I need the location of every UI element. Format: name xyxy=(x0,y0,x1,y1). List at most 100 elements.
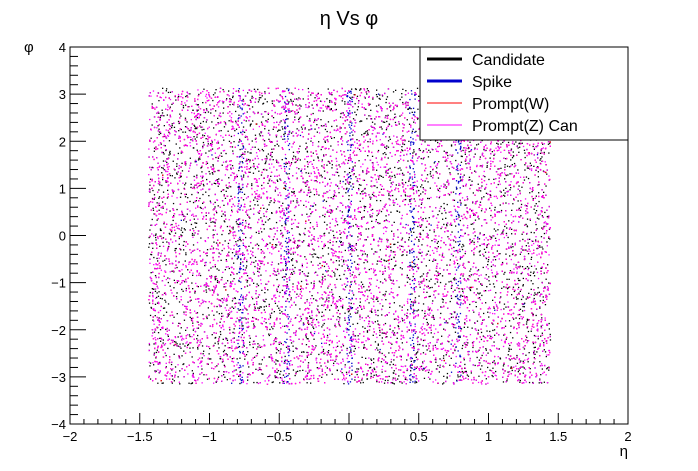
data-point xyxy=(487,259,490,261)
data-point xyxy=(163,307,166,309)
data-point xyxy=(358,148,361,151)
data-point xyxy=(159,337,161,339)
data-point xyxy=(209,173,211,175)
data-point xyxy=(493,341,495,343)
data-point xyxy=(235,221,237,223)
data-point xyxy=(499,302,501,304)
data-point xyxy=(297,244,299,246)
data-point xyxy=(275,337,277,339)
data-point xyxy=(184,117,187,119)
data-point xyxy=(179,343,181,345)
data-point xyxy=(396,337,398,339)
data-point xyxy=(481,197,483,199)
data-point xyxy=(200,167,202,169)
data-point xyxy=(408,329,410,331)
data-point xyxy=(397,241,399,243)
data-point xyxy=(534,346,536,348)
data-point xyxy=(309,118,311,120)
data-point xyxy=(329,242,331,244)
data-point xyxy=(350,302,352,305)
data-point xyxy=(477,269,480,271)
data-point xyxy=(533,275,536,277)
data-point xyxy=(185,252,187,254)
data-point xyxy=(211,141,213,143)
data-point xyxy=(195,127,197,129)
data-point xyxy=(224,376,226,378)
data-point xyxy=(531,191,533,193)
data-point xyxy=(179,332,181,334)
data-point xyxy=(180,327,182,329)
data-point xyxy=(200,207,202,209)
data-point xyxy=(176,266,178,269)
data-point xyxy=(524,156,526,159)
data-point xyxy=(210,112,212,114)
data-point xyxy=(494,275,496,277)
data-point xyxy=(150,307,153,309)
data-point xyxy=(503,308,505,310)
data-point xyxy=(440,205,442,208)
data-point xyxy=(201,171,203,173)
data-point xyxy=(272,381,274,383)
data-point xyxy=(416,87,419,89)
data-point xyxy=(536,351,538,353)
data-point xyxy=(402,135,404,137)
data-point xyxy=(539,246,541,248)
data-point xyxy=(526,321,528,323)
data-point xyxy=(345,179,347,181)
data-point xyxy=(322,255,324,257)
data-point xyxy=(214,222,216,224)
data-point xyxy=(477,183,479,185)
data-point xyxy=(422,273,425,275)
data-point xyxy=(201,357,203,359)
data-point xyxy=(196,136,198,138)
data-point xyxy=(155,234,157,236)
data-point xyxy=(169,106,171,108)
data-point xyxy=(335,108,337,111)
data-point xyxy=(352,166,354,168)
data-point xyxy=(548,328,550,330)
data-point xyxy=(189,200,191,203)
data-point xyxy=(357,310,359,312)
data-point xyxy=(344,364,346,366)
data-point xyxy=(419,286,421,288)
data-point xyxy=(515,141,517,143)
data-point xyxy=(366,378,369,380)
data-point xyxy=(253,273,255,275)
data-point xyxy=(180,152,182,154)
data-point xyxy=(393,318,396,320)
data-point xyxy=(317,309,319,311)
data-point xyxy=(538,192,540,194)
data-point xyxy=(441,335,443,337)
data-point xyxy=(149,365,151,367)
data-point xyxy=(386,96,389,98)
data-point xyxy=(199,206,201,209)
data-point xyxy=(158,112,160,114)
data-point xyxy=(240,188,242,191)
data-point xyxy=(198,93,200,96)
data-point xyxy=(451,155,453,157)
data-point xyxy=(163,153,165,155)
data-point xyxy=(190,383,192,385)
data-point xyxy=(541,215,543,217)
data-point xyxy=(344,101,346,103)
data-point xyxy=(356,139,358,141)
data-point xyxy=(226,304,228,306)
data-point xyxy=(159,361,161,364)
data-point xyxy=(184,131,187,133)
data-point xyxy=(404,194,406,196)
data-point xyxy=(316,131,318,133)
data-point xyxy=(392,363,394,366)
data-point xyxy=(235,369,237,371)
data-point xyxy=(185,104,187,106)
data-point xyxy=(445,283,447,285)
data-point xyxy=(197,348,199,350)
data-point xyxy=(439,273,441,275)
data-point xyxy=(513,290,515,293)
data-point xyxy=(247,379,249,381)
data-point xyxy=(511,228,513,230)
data-point xyxy=(263,223,265,226)
data-point xyxy=(470,268,472,270)
data-point xyxy=(417,309,420,311)
data-point xyxy=(284,132,286,135)
data-point xyxy=(513,162,516,165)
